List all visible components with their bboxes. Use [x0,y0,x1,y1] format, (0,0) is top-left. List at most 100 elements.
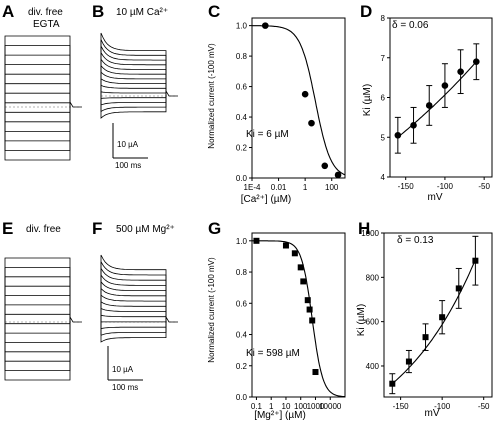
chart-g-annotation: Ki = 598 µM [246,348,300,359]
panel-f-trace [100,288,167,322]
chart-d-ytick-label: 5 [381,133,386,142]
chart-c-fit-curve [252,25,346,176]
chart-d-xtick-label: -100 [437,182,454,191]
chart-g-xtick-label: 10000 [319,402,342,411]
chart-g-point [253,237,260,244]
panel-e-tail [69,316,82,323]
panel-b-trace [100,96,167,113]
panel-b-trace [100,32,167,96]
chart-c-ytick-label: 1.0 [236,22,248,31]
panel-e-trace [4,276,71,322]
panel-f-trace [100,322,167,343]
chart-c-ytick-label: 0.8 [236,52,248,61]
chart-g-point [297,264,304,271]
chart-c-point [261,22,269,29]
chart-g-xlabel: [Mg²⁺] (µM) [254,410,306,421]
chart-h-annotation: δ = 0.13 [397,235,434,246]
chart-g-point [304,297,311,304]
panel-f-trace [100,294,167,322]
chart-c-point [308,119,315,127]
chart-d-point [441,82,449,89]
chart-g-frame [251,232,346,398]
panel-b-trace [100,58,167,96]
chart-g-point [300,278,307,285]
chart-h-point [389,380,396,387]
panel-f-label: 500 µM Mg²⁺ [116,224,175,235]
chart-d-annotation: δ = 0.06 [392,20,429,31]
panel-e-trace [4,295,71,322]
chart-c-ytick-label: 0.2 [236,144,248,153]
chart-d-ytick-label: 4 [381,173,386,182]
panel-a-trace [4,64,71,107]
chart-c: C Ki = 6 µM [Ca²⁺] (µM) Normalized curre… [207,2,346,205]
panel-e-letter: E [2,219,13,238]
panel-b-trace [100,96,167,99]
chart-g-ytick-label: 0.2 [236,362,248,371]
panel-f-traces [100,254,178,343]
chart-h-xtick-label: -150 [393,402,410,411]
chart-d-point [473,58,480,66]
chart-c-annotation: Ki = 6 µM [246,129,289,140]
panel-a-trace [4,107,71,151]
panel-f-trace [100,322,167,336]
chart-h-point [472,257,479,264]
chart-c-ytick-label: 0.6 [236,83,248,92]
chart-c-point [321,162,329,170]
panel-b-scale-current-label: 10 µA [117,140,139,149]
chart-d-xlabel: mV [428,192,443,203]
panel-a-trace [4,102,71,107]
panel-f-trace [100,301,167,322]
panel-b-scale-time-label: 100 ms [115,161,141,170]
chart-g-point [282,242,289,249]
panel-e-trace [4,322,71,325]
chart-h-point [455,285,462,292]
panel-b-label: 10 µM Ca²⁺ [116,7,168,18]
chart-d-letter: D [360,2,372,21]
chart-d-xtick-label: -150 [398,182,415,191]
chart-g-ytick-label: 0.0 [236,393,248,402]
panel-f-trace [100,254,167,322]
chart-h-letter: H [358,219,370,238]
panel-a: A div. free EGTA [2,2,82,161]
panel-f-trace [100,261,167,322]
panel-b-trace [100,96,167,119]
chart-d-point [394,131,402,139]
panel-a-label-2: EGTA [33,19,60,30]
chart-c-xlabel: [Ca²⁺] (µM) [241,194,291,205]
chart-h-ylabel: Ki (µM) [356,304,367,336]
chart-d-point [425,102,433,109]
chart-g-point [309,317,316,324]
chart-h-xtick-label: -50 [478,402,490,411]
panel-a-trace [4,107,71,132]
chart-c-ylabel: Normalized current (-100 mV) [207,43,216,149]
panel-f-tail [165,316,178,323]
chart-h-xlabel: mV [425,408,440,419]
panel-f-trace [100,322,167,329]
panel-e-trace [4,257,71,322]
panel-f-trace [100,274,167,322]
chart-c-xtick-label: 100 [325,183,339,192]
panel-a-label-1: div. free [28,7,63,18]
chart-h-frame [383,232,493,398]
panel-b-trace [100,96,167,106]
panel-e-traces [4,257,82,381]
panel-a-trace [4,107,71,123]
chart-h-fit-curve [391,259,476,385]
chart-d-ytick-label: 6 [381,94,386,103]
chart-d-fit-curve [397,61,477,138]
chart-d-point [457,68,464,75]
panel-f: F 500 µM Mg²⁺ 10 µA 100 ms [92,219,178,392]
chart-h: H δ = 0.13 mV Ki (µM) -150 -100 -50 400 600 8… [356,219,493,419]
chart-c-frame [251,17,346,179]
chart-h-ytick-label: 400 [366,362,380,371]
chart-g-letter: G [208,219,221,238]
chart-c-xtick-label: 1 [303,183,308,192]
chart-d-ytick-label: 8 [381,14,386,23]
panel-f-scale-current-label: 10 µA [112,365,134,374]
panel-f-trace [100,268,167,322]
chart-h-point [405,358,412,365]
chart-c-xtick-label: 1E-4 [244,183,261,192]
chart-g-ylabel: Normalized current (-100 mV) [207,257,216,363]
panel-e-trace [4,322,71,371]
